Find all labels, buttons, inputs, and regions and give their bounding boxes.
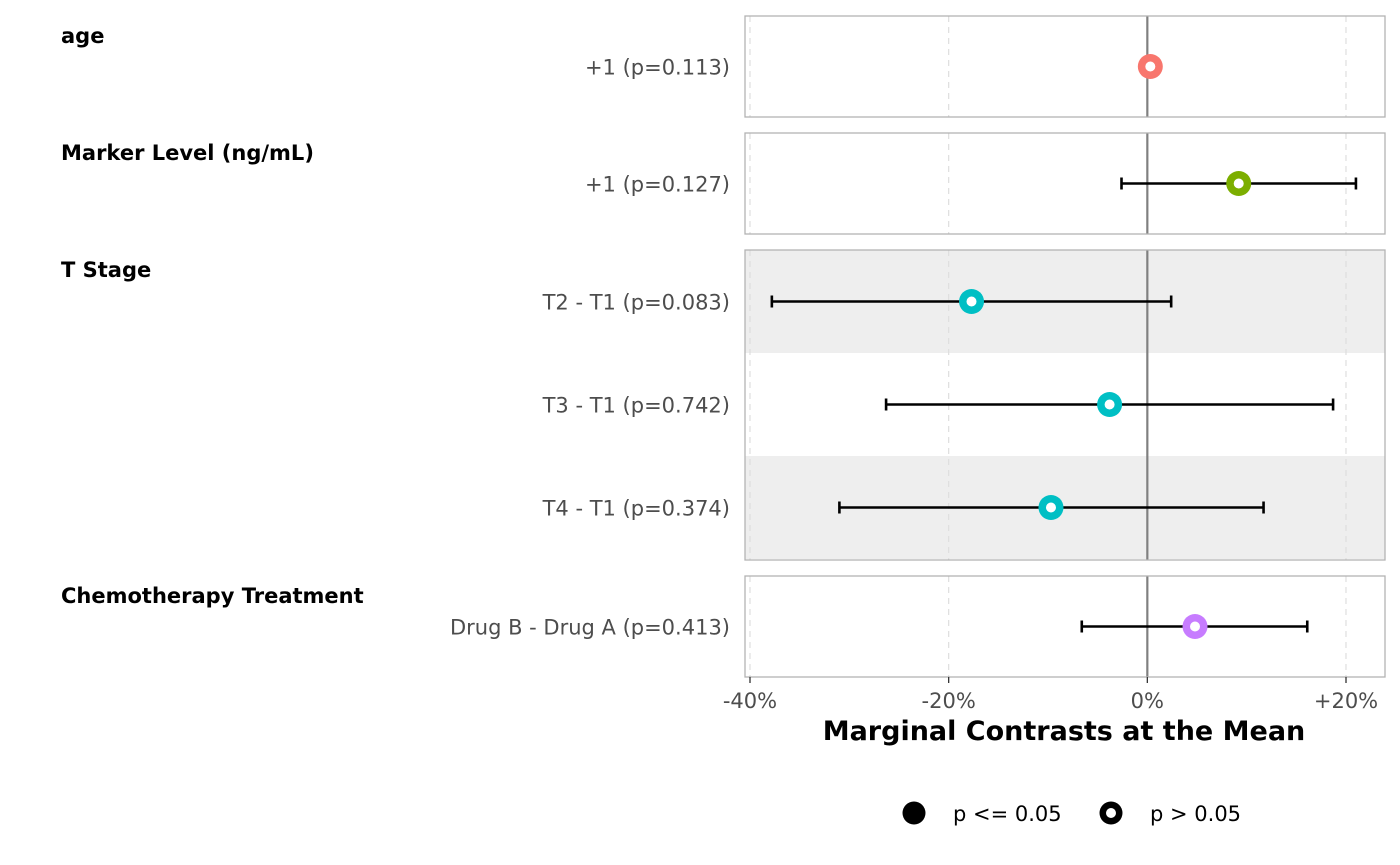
point-estimate-hollow-center [1233, 178, 1244, 189]
legend-label: p <= 0.05 [953, 802, 1062, 826]
legend-filled-marker [902, 801, 926, 825]
group-label: T Stage [61, 258, 151, 282]
x-tick-label: +20% [1314, 689, 1378, 713]
group-label: age [61, 24, 104, 48]
row-label: T2 - T1 (p=0.083) [542, 291, 730, 315]
row-label: T3 - T1 (p=0.742) [542, 394, 730, 418]
point-estimate-hollow-center [1190, 621, 1201, 632]
x-tick-label: -40% [723, 689, 777, 713]
row-label: T4 - T1 (p=0.374) [542, 497, 730, 521]
x-tick-label: -20% [922, 689, 976, 713]
facet-panel [744, 575, 1386, 678]
legend: p <= 0.05 p > 0.05 [902, 801, 1241, 826]
x-axis: -40% -20% 0% +20% [723, 677, 1378, 713]
point-estimate-hollow-center [1045, 502, 1056, 513]
point-estimate-hollow-center [1104, 399, 1115, 410]
labels-layer: age +1 (p=0.113) Marker Level (ng/mL) +1 (p… [61, 24, 730, 640]
row-label: +1 (p=0.127) [585, 173, 730, 197]
x-tick-label: 0% [1131, 689, 1164, 713]
group-label: Marker Level (ng/mL) [61, 141, 314, 165]
x-axis-title: Marginal Contrasts at the Mean [823, 716, 1306, 747]
row-label: +1 (p=0.113) [585, 56, 730, 80]
facet-panel [744, 15, 1386, 118]
group-label: Chemotherapy Treatment [61, 584, 364, 608]
legend-hollow-center [1106, 808, 1116, 818]
facet-panel [744, 249, 1386, 561]
point-estimate-hollow-center [1145, 61, 1156, 72]
legend-label: p > 0.05 [1150, 802, 1241, 826]
row-label: Drug B - Drug A (p=0.413) [450, 616, 730, 640]
panels-layer [744, 15, 1386, 678]
point-estimate-hollow-center [966, 296, 977, 307]
facet-panel [744, 132, 1386, 235]
